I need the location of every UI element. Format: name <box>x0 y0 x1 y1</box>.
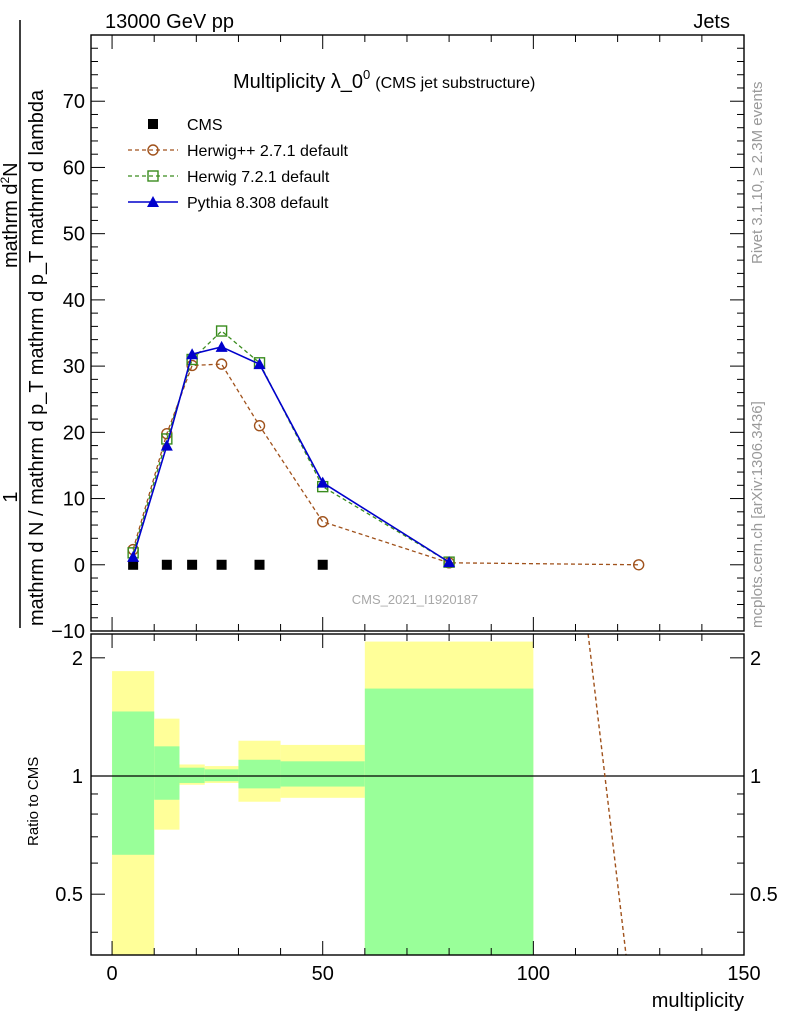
series-line-herwig-2-7-1-default <box>132 363 639 566</box>
ratio-band-green <box>280 761 365 787</box>
ratio-tick-label-right: 1 <box>750 766 761 788</box>
data-point-pythia-8-308-default <box>186 348 199 360</box>
series-line-herwig-7-2-1-default <box>132 330 450 563</box>
ratio-bands <box>91 641 744 955</box>
chart-title-sup: 0 <box>363 67 370 82</box>
data-point-pythia-8-308-default <box>127 550 140 562</box>
mcplots-label: mcplots.cern.ch [arXiv:1306.3436] <box>749 401 766 628</box>
y-tick-label: 60 <box>63 157 85 179</box>
ratio-ylabel: Ratio to CMS <box>25 757 42 846</box>
ratio-tick-label-left: 1 <box>72 766 83 788</box>
ratio-tick-label-right: 0.5 <box>750 884 778 906</box>
ratio-band-green <box>204 769 239 782</box>
legend-marker <box>147 196 159 207</box>
data-point-pythia-8-308-default <box>316 476 329 488</box>
legend-marker <box>147 170 159 182</box>
ratio-tick-label-left: 0.5 <box>55 884 83 906</box>
series-line-pythia-8-308-default <box>132 346 450 563</box>
ylabel-derivative-d: mathrm d <box>0 184 22 268</box>
header-left: 13000 GeV pp <box>105 11 234 33</box>
header-right: Jets <box>693 11 730 33</box>
ratio-tick-label-right: 2 <box>750 648 761 670</box>
data-point-herwig-2-7-1-default <box>253 420 266 432</box>
watermark: CMS_2021_I1920187 <box>352 592 479 607</box>
ratio-plot-frame <box>90 633 745 956</box>
data-point-pythia-8-308-default <box>443 556 456 568</box>
series-layer <box>127 325 645 571</box>
ratio-lines <box>587 633 627 956</box>
legend-label: CMS <box>187 117 223 134</box>
data-point-herwig-7-2-1-default <box>215 325 228 337</box>
y-tick-label: 40 <box>63 290 85 312</box>
ticks: −10 0 10 20 30 40 50 60 70 0 50 100 150 0.5 0.5 1 1 2 2 <box>51 34 778 985</box>
legend-item-cms: CMS <box>148 117 223 134</box>
chart-title-suffix: (CMS jet substructure) <box>375 75 535 92</box>
data-point-herwig-2-7-1-default <box>632 559 645 571</box>
data-point-cms <box>317 559 328 570</box>
x-tick-label: 50 <box>312 963 334 985</box>
ylabel-numerator: 1 <box>0 491 22 502</box>
ratio-band-green <box>112 711 155 855</box>
ratio-band-green <box>179 767 205 783</box>
ylabel-derivative-sup: 2 <box>0 177 12 184</box>
y-tick-label: 30 <box>63 356 85 378</box>
data-point-cms <box>161 559 172 570</box>
chart-title: Multiplicity λ_00 (CMS jet substructure) <box>233 67 535 93</box>
x-tick-label: 150 <box>727 963 760 985</box>
series-cms <box>128 559 328 570</box>
ratio-tick-label-left: 2 <box>72 648 83 670</box>
legend-marker <box>147 144 159 156</box>
y-tick-label: 0 <box>74 555 85 577</box>
series-herwig-7-2-1-default <box>127 325 455 568</box>
x-tick-label: 100 <box>517 963 550 985</box>
ratio-line-herwig-2-7-1-default <box>587 633 627 956</box>
data-point-herwig-2-7-1-default <box>186 359 198 372</box>
rivet-label: Rivet 3.1.10, ≥ 2.3M events <box>749 82 766 265</box>
y-tick-label: −10 <box>51 621 85 643</box>
data-point-cms <box>128 559 139 570</box>
data-point-cms <box>254 559 265 570</box>
legend-item-herwig-2-7-1-default: Herwig++ 2.7.1 default <box>128 143 349 160</box>
data-point-cms <box>216 559 227 570</box>
ylabel-derivative-n: N <box>0 162 22 176</box>
ratio-band-green <box>154 746 180 800</box>
legend-item-herwig-7-2-1-default: Herwig 7.2.1 default <box>128 169 330 186</box>
legend-label: Pythia 8.308 default <box>187 195 329 212</box>
x-tick-label: 0 <box>107 963 118 985</box>
ylabel-derivative: mathrm d2N <box>0 162 22 268</box>
series-herwig-2-7-1-default <box>127 358 645 571</box>
legend-marker <box>148 119 158 129</box>
main-plot-frame <box>90 34 745 632</box>
axes <box>90 34 745 956</box>
ratio-band-green <box>364 688 534 955</box>
data-point-herwig-2-7-1-default <box>317 516 329 528</box>
ratio-band-green <box>238 759 281 789</box>
x-axis-label: multiplicity <box>652 990 744 1012</box>
data-point-pythia-8-308-default <box>253 358 266 370</box>
legend-label: Herwig++ 2.7.1 default <box>187 143 349 160</box>
series-pythia-8-308-default <box>127 340 456 568</box>
data-point-pythia-8-308-default <box>160 439 173 451</box>
legend-label: Herwig 7.2.1 default <box>187 169 330 186</box>
data-point-herwig-2-7-1-default <box>215 358 228 370</box>
y-tick-label: 70 <box>63 91 85 113</box>
chart-title-main: Multiplicity λ_0 <box>233 71 363 93</box>
legend: CMS Herwig++ 2.7.1 default Herwig 7.2.1 de… <box>128 117 349 212</box>
data-point-pythia-8-308-default <box>215 340 228 352</box>
y-tick-label: 10 <box>63 489 85 511</box>
ylabel-denominator: mathrm d N / mathrm d p_T mathrm d p_T m… <box>26 89 48 626</box>
y-tick-label: 50 <box>63 224 85 246</box>
y-tick-label: 20 <box>63 422 85 444</box>
legend-item-pythia-8-308-default: Pythia 8.308 default <box>128 195 329 212</box>
data-point-cms <box>187 559 198 570</box>
